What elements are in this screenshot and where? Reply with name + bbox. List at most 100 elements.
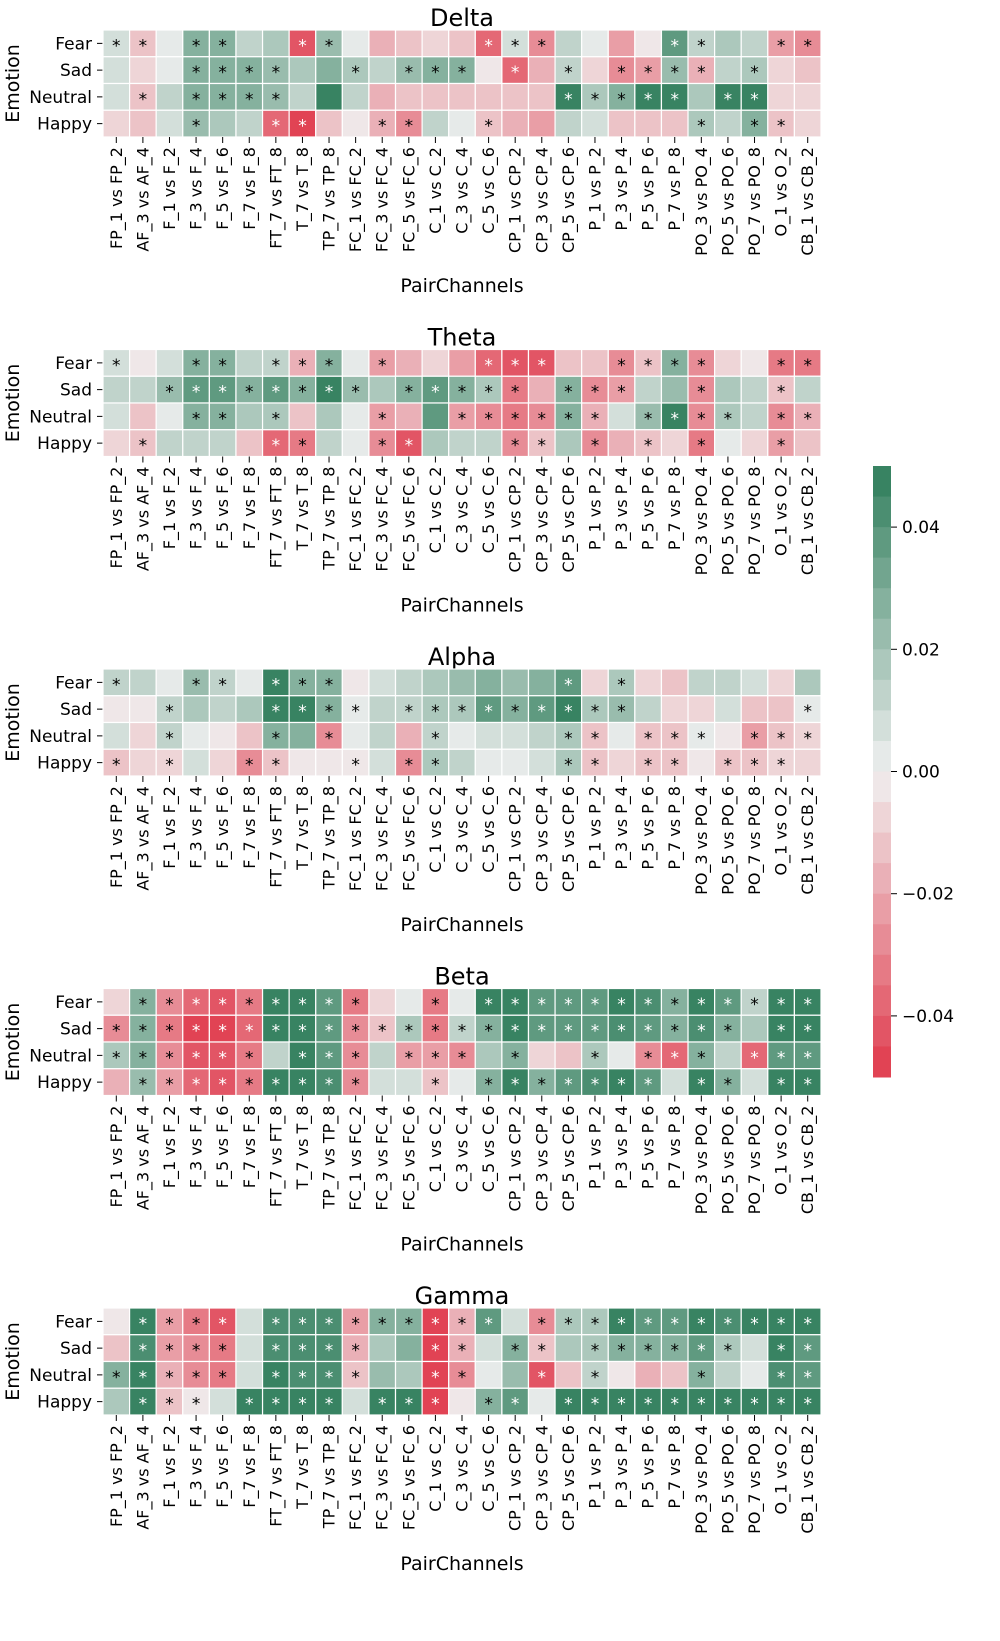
column-label: CP_1 vs CP_2: [506, 147, 526, 253]
heatmap-cell: [527, 1068, 556, 1097]
heatmap-cell: [607, 56, 636, 85]
heatmap-cell: [501, 1360, 530, 1389]
heatmap-cell: [421, 668, 450, 697]
heatmap-cell: [740, 348, 769, 377]
row-label-happy: Happy: [37, 1073, 92, 1093]
colorbar-segment: [873, 679, 891, 711]
significance-star: *: [431, 995, 440, 1015]
significance-star: *: [245, 1075, 254, 1095]
heatmap-cell: [474, 721, 503, 750]
column-label: PO_7 vs PO_8: [745, 147, 765, 256]
heatmap-cell: [261, 668, 290, 697]
heatmap-cell: [261, 402, 290, 431]
heatmap-cell: [660, 109, 689, 138]
significance-star: *: [431, 729, 440, 749]
significance-star: *: [192, 63, 201, 83]
heatmap-cell: [527, 109, 556, 138]
heatmap-cell: [740, 29, 769, 58]
column-label: F_5 vs F_6: [213, 786, 233, 869]
significance-star: *: [750, 117, 759, 137]
column-label: TP_7 vs TP_8: [320, 467, 340, 571]
column-label: F_3 vs F_4: [187, 467, 207, 550]
significance-star: *: [272, 436, 281, 456]
heatmap-cell: [421, 29, 450, 58]
heatmap-cell: [581, 109, 609, 138]
significance-star: *: [351, 702, 360, 722]
significance-star: *: [617, 356, 626, 376]
heatmap-cell: [102, 1307, 131, 1336]
row-label-fear: Fear: [55, 1312, 92, 1332]
significance-star: *: [192, 90, 201, 110]
column-label: PO_7 vs PO_8: [745, 1106, 765, 1215]
significance-star: *: [378, 409, 387, 429]
heatmap-cell: [767, 668, 796, 697]
column-label: FC_3 vs FC_4: [373, 1106, 393, 1211]
significance-star: *: [351, 1341, 360, 1361]
heatmap-cell: [793, 348, 822, 377]
significance-star: *: [458, 702, 467, 722]
column-label: C_5 vs C_6: [479, 467, 499, 554]
heatmap-cell: [740, 1360, 769, 1389]
significance-star: *: [591, 1341, 600, 1361]
significance-star: *: [272, 702, 281, 722]
heatmap-cell: [368, 56, 397, 85]
heatmap-cell: [740, 668, 769, 697]
heatmap-cell: [341, 109, 370, 138]
significance-star: *: [192, 995, 201, 1015]
heatmap-cell: [793, 375, 822, 404]
heatmap-cell: [474, 1387, 503, 1416]
significance-star: *: [777, 1368, 786, 1388]
significance-star: *: [325, 995, 334, 1015]
significance-star: *: [458, 409, 467, 429]
heatmap-cell: [288, 402, 317, 431]
significance-star: *: [112, 1022, 121, 1042]
significance-star: *: [165, 1314, 174, 1334]
heatmap-cell: [102, 375, 131, 404]
significance-star: *: [272, 383, 281, 403]
significance-star: *: [617, 1314, 626, 1334]
heatmap-cell: [368, 375, 397, 404]
column-label: PO_3 vs PO_4: [692, 786, 712, 895]
row-label-neutral: Neutral: [29, 1046, 92, 1066]
significance-star: *: [670, 729, 679, 749]
heatmap-cell: [554, 695, 583, 724]
significance-star: *: [165, 1075, 174, 1095]
significance-star: *: [378, 117, 387, 137]
heatmap-cell: [182, 56, 210, 85]
heatmap-cell: [527, 56, 556, 85]
significance-star: *: [431, 1314, 440, 1334]
significance-star: *: [777, 1314, 786, 1334]
significance-star: *: [378, 1395, 387, 1415]
significance-star: *: [351, 756, 360, 776]
row-label-sad: Sad: [60, 1020, 92, 1040]
significance-star: *: [431, 63, 440, 83]
heatmap-cell: [128, 348, 157, 377]
significance-star: *: [538, 409, 547, 429]
heatmap-cell: [394, 82, 423, 111]
heatmap-cell: [128, 109, 157, 138]
column-label: P_1 vs P_2: [585, 147, 605, 231]
significance-star: *: [750, 995, 759, 1015]
heatmap-cell: [182, 748, 210, 777]
significance-star: *: [697, 995, 706, 1015]
significance-star: *: [192, 383, 201, 403]
heatmap-cell: [261, 1041, 290, 1070]
column-label: P_5 vs P_6: [639, 147, 659, 231]
significance-star: *: [405, 1395, 414, 1415]
heatmap-cell: [687, 987, 716, 1016]
significance-star: *: [165, 995, 174, 1015]
colorbar-segment: [873, 1046, 891, 1078]
heatmap-cell: [714, 56, 742, 85]
heatmap-cell: [128, 668, 157, 697]
significance-star: *: [298, 1048, 307, 1068]
heatmap-cell: [687, 402, 716, 431]
heatmap-cell: [448, 109, 476, 138]
heatmap-cell: [793, 429, 822, 458]
significance-star: *: [750, 1395, 759, 1415]
column-label: P_5 vs P_6: [639, 786, 659, 870]
heatmap-cell: [448, 1307, 476, 1336]
significance-star: *: [777, 356, 786, 376]
significance-star: *: [298, 383, 307, 403]
heatmap-cell: [288, 56, 317, 85]
heatmap-cell: [501, 987, 530, 1016]
